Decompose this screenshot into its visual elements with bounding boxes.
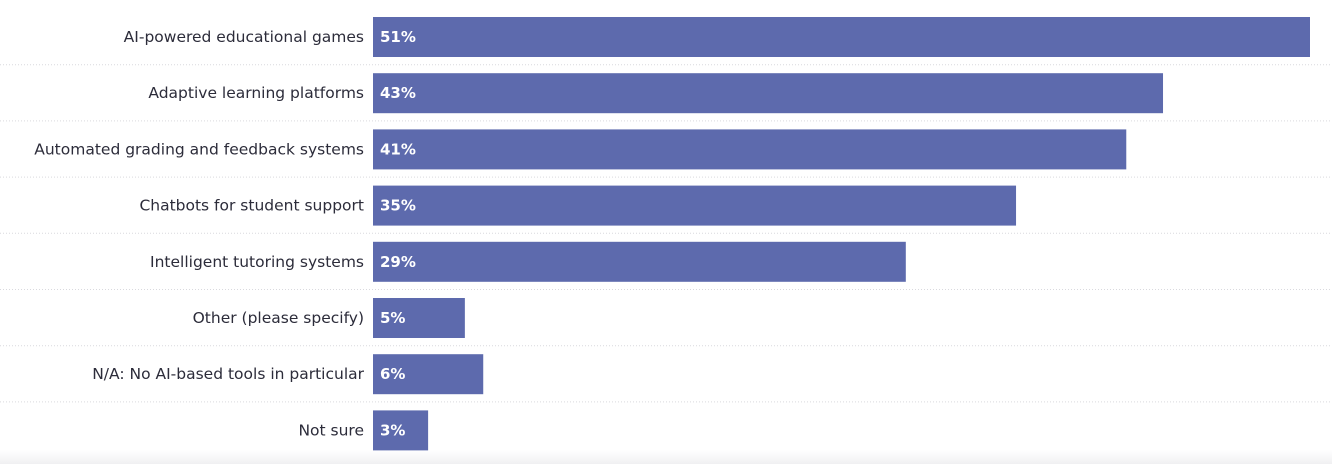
category-label: Other (please specify): [193, 309, 364, 327]
value-label: 3%: [380, 421, 405, 439]
category-label: Intelligent tutoring systems: [150, 253, 364, 271]
value-label: 5%: [380, 309, 405, 327]
value-label: 51%: [380, 28, 416, 46]
category-label: N/A: No AI-based tools in particular: [92, 365, 364, 383]
value-label: 29%: [380, 253, 416, 271]
bar: [373, 17, 1310, 57]
bar: [373, 298, 465, 338]
category-label: Chatbots for student support: [139, 197, 364, 215]
category-label: Adaptive learning platforms: [148, 84, 364, 102]
bar: [373, 410, 429, 451]
value-label: 41%: [380, 140, 416, 158]
bar: [373, 354, 484, 395]
bar: [373, 185, 1017, 226]
bottom-fade: [0, 450, 1332, 464]
value-label: 35%: [380, 197, 416, 215]
category-label: AI-powered educational games: [124, 28, 364, 46]
category-label: Not sure: [298, 421, 364, 439]
bar: [373, 241, 906, 282]
value-label: 43%: [380, 84, 416, 102]
category-label: Automated grading and feedback systems: [34, 140, 364, 158]
bar: [373, 73, 1164, 114]
bar: [373, 129, 1127, 170]
value-label: 6%: [380, 365, 405, 383]
